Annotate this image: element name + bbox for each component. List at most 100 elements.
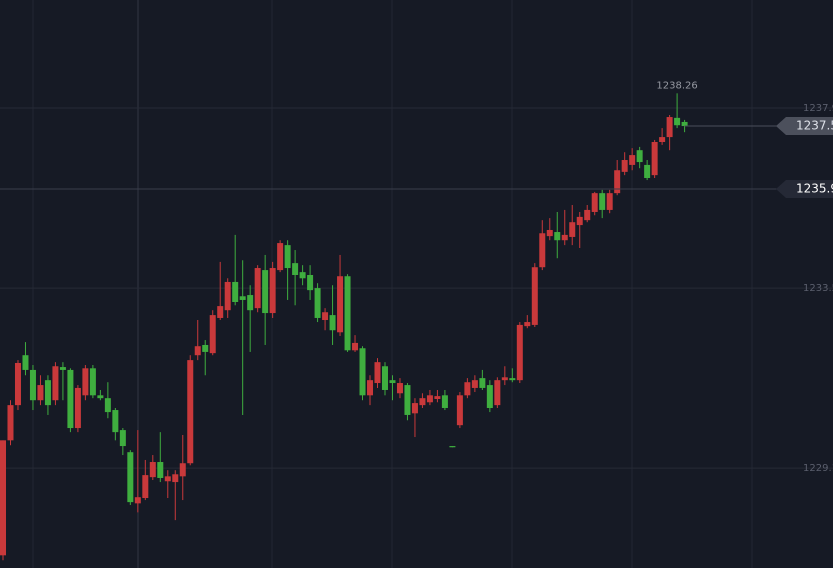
candle-body [44,380,51,406]
candle-body [479,378,486,388]
candle-body [277,243,284,271]
candle-body [202,344,209,352]
crosshair-label: 1235.9 [796,182,833,196]
y-tick-label: 1233.5 [803,283,833,294]
candle-body [576,216,583,226]
candle-body [299,272,306,279]
candle-body [546,229,553,237]
candle-body [621,160,628,172]
candle-body [471,380,478,388]
candle-body [411,403,418,414]
candle-body [14,362,21,406]
candle-body [112,410,119,433]
candle-body [531,267,538,325]
candle-body [254,268,261,309]
y-tick-label: 1237.9 [803,103,833,114]
crosshair-tag [776,180,833,199]
candle-body [374,362,381,384]
candle-body [644,164,651,179]
candle-body [501,377,508,381]
candle-body [172,474,179,483]
candle-body [659,137,666,142]
candle-body [209,315,216,354]
candle-body [584,209,591,221]
vertical-grid [32,0,753,568]
candle-body [464,382,471,396]
candle-body [337,276,344,333]
candle-body [396,383,403,394]
candle-body [674,117,681,126]
candle-body [636,150,643,163]
candle-body [322,312,329,321]
candle-body [434,396,441,399]
candle-body [247,295,254,311]
candle-body [224,281,231,311]
candle-body [119,430,126,447]
max-annotation: 1238.26 [656,80,697,91]
candle-body [681,121,688,127]
candle-body [419,398,426,406]
candle-body [52,366,59,401]
candle-body [561,234,568,241]
candle-body [29,369,36,401]
candle-body [232,281,239,303]
candle-body [554,232,561,241]
last-price-tag [776,117,833,136]
candle-body [7,405,14,441]
candle-body [599,193,606,210]
candle-body [59,367,66,370]
candle-body [307,274,314,291]
candle-body [164,476,171,482]
candle-body [142,475,149,499]
candle-body [569,222,576,237]
candle-body [179,463,186,477]
candle-body [591,193,598,212]
candle-body [456,395,463,426]
candle-body [194,346,201,356]
candle-body [539,233,546,268]
candle-body [82,368,89,396]
candle-body [606,193,613,210]
candle-body [37,385,44,401]
candle-body [381,366,388,390]
candle-body [239,296,246,300]
candle-body [262,270,269,314]
candle-body [187,360,194,464]
candle-body [352,342,359,351]
candle-body [614,170,621,194]
candle-body [0,440,6,556]
candle-body [359,348,366,396]
candle-body [127,452,134,503]
candle-body [67,369,74,429]
candle-body [104,398,111,413]
candle-body [97,395,104,399]
candle-body [509,378,516,381]
candle-body [404,385,411,415]
last-price-label: 1237.5 [796,119,833,133]
candle-body [666,117,673,138]
candle-body [314,288,321,318]
candle-body [269,268,276,314]
candle-body [389,380,396,384]
candle-body [449,446,456,448]
candle-body [149,462,156,478]
candle-body [134,497,141,504]
candle-body [292,263,299,275]
candle-body [426,395,433,403]
candle-body [524,322,531,327]
candle-body [441,395,448,408]
y-tick-label: 1229.1 [803,463,833,474]
candle-body [74,387,81,429]
candle-body [157,462,164,478]
candle-body [367,380,374,396]
candle-body [89,368,96,396]
candle-body [486,385,493,408]
candle-body [629,155,636,165]
candle-body [651,142,658,176]
candle-body [516,324,523,381]
candle-body [494,380,501,406]
candle-body [217,306,224,318]
